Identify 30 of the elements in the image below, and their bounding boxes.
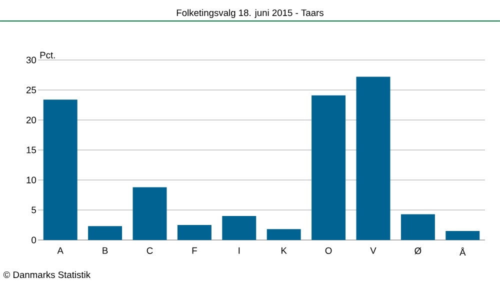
chart-title: Folketingsvalg 18. juni 2015 - Taars bbox=[176, 9, 324, 18]
x-tick-label: A bbox=[57, 247, 64, 254]
y-tick-label: 20 bbox=[26, 116, 36, 124]
bar bbox=[446, 230, 480, 240]
bar bbox=[222, 216, 256, 240]
y-tick-label: 30 bbox=[26, 56, 36, 64]
bar bbox=[266, 229, 301, 240]
x-tick-label: V bbox=[370, 247, 376, 254]
y-axis-title: Pct. bbox=[40, 52, 55, 58]
x-tick-label: F bbox=[192, 247, 197, 254]
y-tick-label: 5 bbox=[32, 206, 36, 214]
y-tick-label: 0 bbox=[32, 236, 36, 244]
x-tick-label: I bbox=[238, 247, 240, 254]
bar bbox=[312, 95, 346, 240]
bar bbox=[356, 76, 390, 240]
x-tick-label: O bbox=[325, 247, 332, 254]
bar bbox=[132, 187, 167, 240]
x-tick-label: B bbox=[102, 247, 108, 254]
x-tick-label: C bbox=[146, 247, 153, 254]
bar bbox=[88, 226, 122, 240]
y-tick-label: 15 bbox=[26, 146, 36, 154]
x-tick-label: Å bbox=[460, 247, 466, 256]
bar bbox=[400, 214, 435, 240]
text: © Danmarks Statistik bbox=[3, 271, 91, 278]
x-tick-label: Ø bbox=[414, 247, 422, 254]
bar bbox=[177, 224, 212, 240]
x-tick-label: K bbox=[282, 247, 287, 254]
bar bbox=[43, 100, 78, 240]
y-tick-label: 25 bbox=[26, 86, 36, 94]
y-tick-label: 10 bbox=[26, 176, 36, 184]
